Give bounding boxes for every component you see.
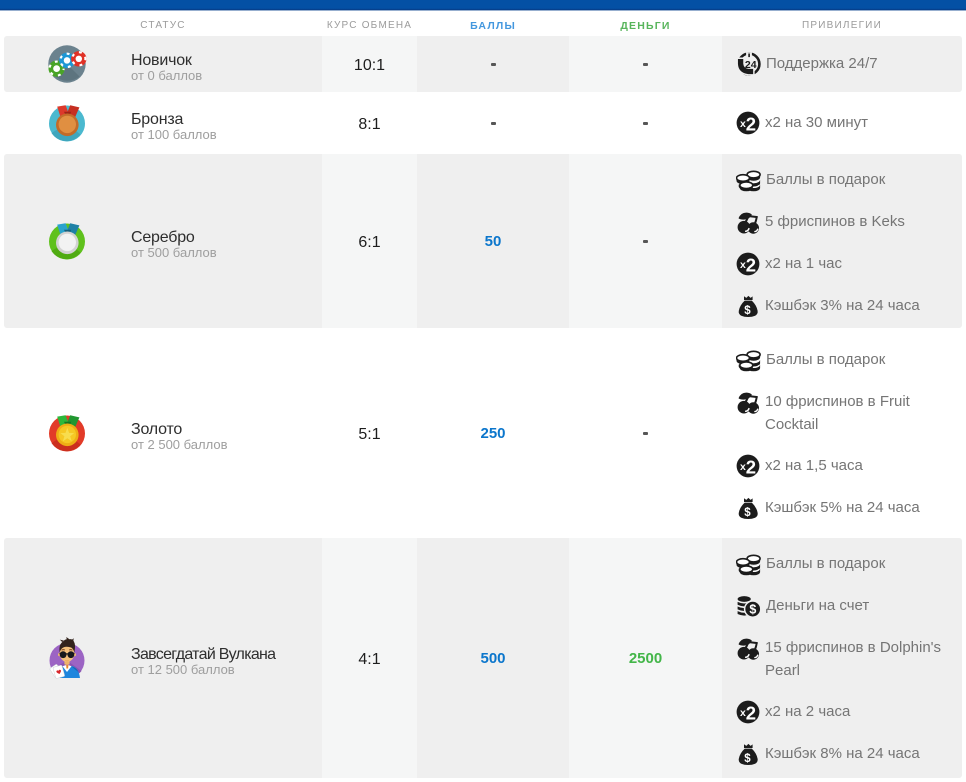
- svg-text:2: 2: [746, 456, 756, 477]
- svg-text:$: $: [744, 753, 751, 765]
- svg-text:x: x: [740, 259, 746, 271]
- svg-text:24: 24: [745, 59, 757, 71]
- svg-text:x: x: [740, 707, 746, 719]
- svg-text:x: x: [740, 461, 746, 473]
- svg-text:2: 2: [746, 254, 756, 275]
- svg-text:$: $: [749, 603, 756, 617]
- svg-text:$: $: [744, 304, 751, 316]
- svg-text:2: 2: [746, 702, 756, 723]
- svg-text:2: 2: [746, 113, 756, 134]
- svg-text:x: x: [740, 118, 746, 130]
- svg-text:$: $: [744, 507, 751, 519]
